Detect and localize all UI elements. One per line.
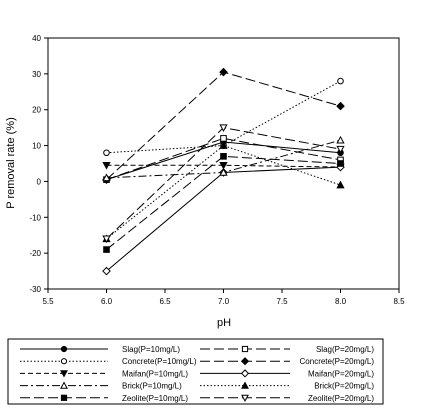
- series-line: [106, 137, 341, 181]
- legend-item: Brick(P=10mg/L): [20, 381, 182, 391]
- data-point: [102, 266, 111, 276]
- legend-label: Maifan(P=20mg/L): [308, 369, 374, 378]
- legend-label: Maifan(P=10mg/L): [122, 369, 188, 378]
- legend-marker: [60, 345, 68, 353]
- data-point: [220, 153, 227, 160]
- legend-marker: [60, 370, 68, 378]
- legend-label: Slag(P=20mg/L): [316, 345, 374, 354]
- legend-label: Concrete(P=20mg/L): [300, 357, 375, 366]
- y-axis: -30 -20 -10 0 10 20 30 40: [29, 34, 48, 294]
- legend-marker: [60, 394, 68, 401]
- data-point: [103, 246, 110, 253]
- data-point: [219, 141, 228, 149]
- y-tick-label: -10: [29, 213, 41, 222]
- data-point: [219, 124, 228, 132]
- data-point: [220, 135, 227, 142]
- legend-marker: [60, 358, 68, 365]
- y-axis-label: P removal rate (%): [5, 117, 17, 209]
- x-tick-label: 7.5: [276, 297, 288, 306]
- data-point: [336, 135, 345, 144]
- x-axis: 5.5 6.0 6.5 7.0 7.5 8.0 8.5: [42, 289, 405, 306]
- series: [102, 124, 345, 244]
- y-tick-label: 10: [32, 142, 41, 151]
- legend-marker: [240, 369, 250, 378]
- legend-label: Zeolite(P=10mg/L): [122, 394, 188, 403]
- data-point: [102, 235, 111, 244]
- x-tick-label: 7.0: [218, 297, 230, 306]
- legend-label: Brick(P=20mg/L): [314, 382, 374, 391]
- y-tick-label: 0: [37, 177, 42, 186]
- legend-marker: [241, 345, 249, 353]
- legend-box: [7, 338, 384, 405]
- legend-item: Brick(P=20mg/L): [200, 381, 374, 391]
- legend-item: Concrete(P=20mg/L): [200, 357, 374, 366]
- legend-item: Maifan(P=20mg/L): [200, 369, 374, 378]
- data-point: [336, 180, 345, 189]
- x-tick-label: 5.5: [42, 297, 54, 306]
- x-tick-label: 6.5: [159, 297, 171, 306]
- legend-item: Slag(P=20mg/L): [200, 345, 374, 354]
- data-point: [336, 145, 345, 154]
- x-tick-label: 6.0: [101, 297, 113, 306]
- series: [102, 162, 345, 276]
- y-tick-label: 30: [32, 70, 41, 79]
- series-line: [106, 145, 341, 240]
- data-point: [219, 67, 228, 77]
- y-tick-label: 20: [32, 106, 41, 115]
- legend-marker: [60, 381, 68, 389]
- x-tick-label: 8.5: [393, 297, 405, 306]
- series: [103, 153, 344, 253]
- legend-item: Zeolite(P=10mg/L): [20, 394, 188, 403]
- legend-label: Brick(P=10mg/L): [122, 382, 182, 391]
- x-axis-label: pH: [217, 317, 231, 329]
- data-point: [336, 101, 345, 111]
- x-tick-label: 8.0: [335, 297, 347, 306]
- legend-marker: [241, 381, 249, 389]
- series: [102, 135, 345, 182]
- data-point: [103, 149, 110, 157]
- legend-label: Slag(P=10mg/L): [122, 345, 180, 354]
- data-point: [337, 77, 344, 85]
- series-line: [106, 166, 341, 272]
- legend: Slag(P=10mg/L) Slag(P=20mg/L) Concrete(P=1…: [20, 345, 374, 403]
- legend-label: Concrete(P=10mg/L): [122, 357, 197, 366]
- data-point: [102, 161, 111, 170]
- series-layer: [102, 67, 345, 276]
- series-line: [106, 80, 341, 154]
- data-point: [219, 168, 228, 176]
- y-tick-label: 40: [32, 34, 41, 43]
- legend-item: Concrete(P=10mg/L): [20, 357, 197, 366]
- legend-item: Zeolite(P=20mg/L): [200, 394, 374, 403]
- data-point: [337, 160, 344, 167]
- legend-marker: [240, 357, 250, 366]
- legend-label: Zeolite(P=20mg/L): [308, 394, 374, 403]
- legend-item: Maifan(P=10mg/L): [20, 369, 188, 378]
- y-tick-label: -20: [29, 249, 41, 258]
- y-tick-label: -30: [29, 285, 41, 294]
- legend-item: Slag(P=10mg/L): [20, 345, 180, 354]
- data-point: [102, 173, 111, 182]
- legend-marker: [241, 394, 249, 402]
- data-point: [219, 161, 228, 170]
